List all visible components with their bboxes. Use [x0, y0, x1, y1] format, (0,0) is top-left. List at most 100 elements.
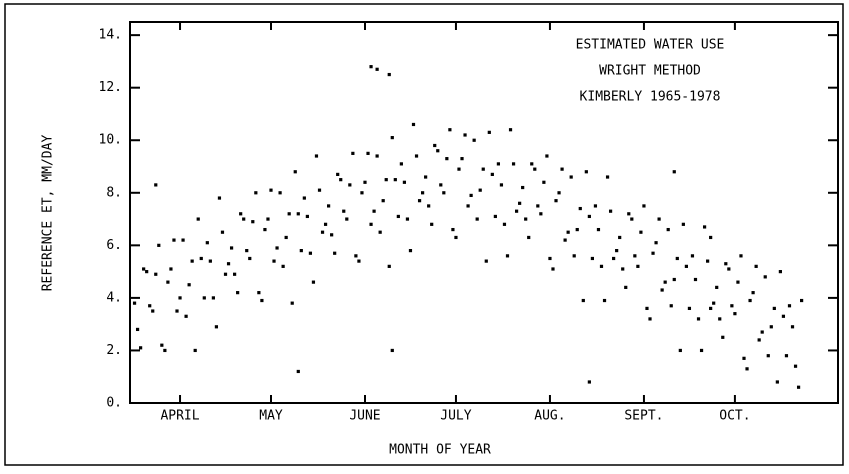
point — [511, 162, 516, 166]
y-tick-label: 2. — [106, 343, 122, 358]
x-tick-label: AUG. — [534, 409, 565, 424]
point — [578, 206, 582, 211]
point — [754, 264, 758, 268]
point — [436, 149, 440, 153]
point — [742, 356, 746, 360]
point — [317, 188, 322, 192]
point — [514, 209, 519, 213]
point — [327, 204, 331, 208]
point — [333, 251, 337, 255]
point — [560, 167, 564, 171]
point — [587, 380, 591, 384]
point — [414, 154, 419, 158]
point — [599, 264, 604, 268]
frame — [4, 3, 844, 466]
point — [187, 283, 191, 287]
point — [445, 157, 449, 161]
point — [205, 241, 209, 245]
point — [290, 301, 294, 305]
point — [736, 280, 740, 284]
point — [463, 133, 467, 137]
y-tick-label: 12. — [99, 80, 122, 95]
point — [245, 249, 249, 253]
point — [715, 285, 719, 289]
point — [778, 270, 782, 274]
point — [793, 364, 798, 368]
point — [566, 230, 570, 234]
point — [369, 65, 373, 69]
point — [214, 325, 219, 329]
point — [266, 217, 270, 221]
point — [690, 254, 695, 258]
point — [354, 254, 358, 258]
point — [375, 154, 379, 158]
point — [420, 191, 425, 195]
point — [545, 154, 549, 158]
point — [648, 317, 652, 321]
point — [590, 256, 594, 261]
point — [639, 230, 643, 234]
point — [469, 193, 473, 198]
point — [442, 191, 446, 195]
point — [508, 128, 513, 132]
point — [323, 222, 328, 226]
point — [678, 348, 682, 353]
point — [181, 238, 185, 242]
point — [263, 227, 267, 232]
point — [769, 325, 773, 329]
point — [339, 178, 343, 182]
point — [475, 217, 479, 221]
point — [663, 280, 667, 284]
point — [687, 306, 692, 311]
point — [702, 225, 707, 229]
point — [402, 180, 407, 184]
point — [636, 264, 640, 268]
x-axis-label: MONTH OF YEAR — [389, 443, 491, 458]
point — [257, 291, 261, 295]
point — [223, 272, 228, 276]
point — [305, 214, 309, 219]
point — [684, 264, 688, 268]
x-tick-label: OCT. — [719, 409, 750, 424]
point — [220, 230, 225, 234]
point — [572, 254, 576, 258]
point — [721, 335, 725, 339]
point — [384, 178, 388, 182]
point — [502, 222, 507, 226]
point — [381, 199, 385, 203]
point — [132, 301, 137, 305]
title-line: ESTIMATED WATER USE — [576, 38, 725, 53]
point — [178, 296, 182, 300]
point — [299, 249, 303, 253]
point — [739, 254, 743, 258]
plot-border — [129, 21, 839, 404]
point — [411, 122, 416, 127]
point — [293, 170, 297, 174]
point — [281, 264, 285, 268]
point — [672, 170, 676, 174]
point — [199, 256, 203, 261]
point — [563, 238, 567, 242]
y-tick-label: 8. — [106, 185, 122, 200]
point — [666, 227, 670, 232]
point — [175, 309, 179, 313]
point — [233, 272, 237, 276]
point — [551, 267, 555, 271]
point — [630, 217, 634, 221]
point — [360, 191, 364, 195]
point — [527, 235, 531, 240]
point — [345, 217, 349, 221]
point — [584, 170, 588, 174]
x-tick-label: JULY — [440, 409, 471, 424]
point — [287, 212, 291, 216]
point — [342, 209, 346, 213]
point — [612, 256, 616, 261]
point — [696, 317, 701, 321]
point — [660, 288, 664, 292]
point — [787, 304, 792, 308]
point — [408, 249, 413, 253]
point — [681, 222, 685, 226]
point — [448, 128, 452, 132]
point — [499, 183, 504, 187]
